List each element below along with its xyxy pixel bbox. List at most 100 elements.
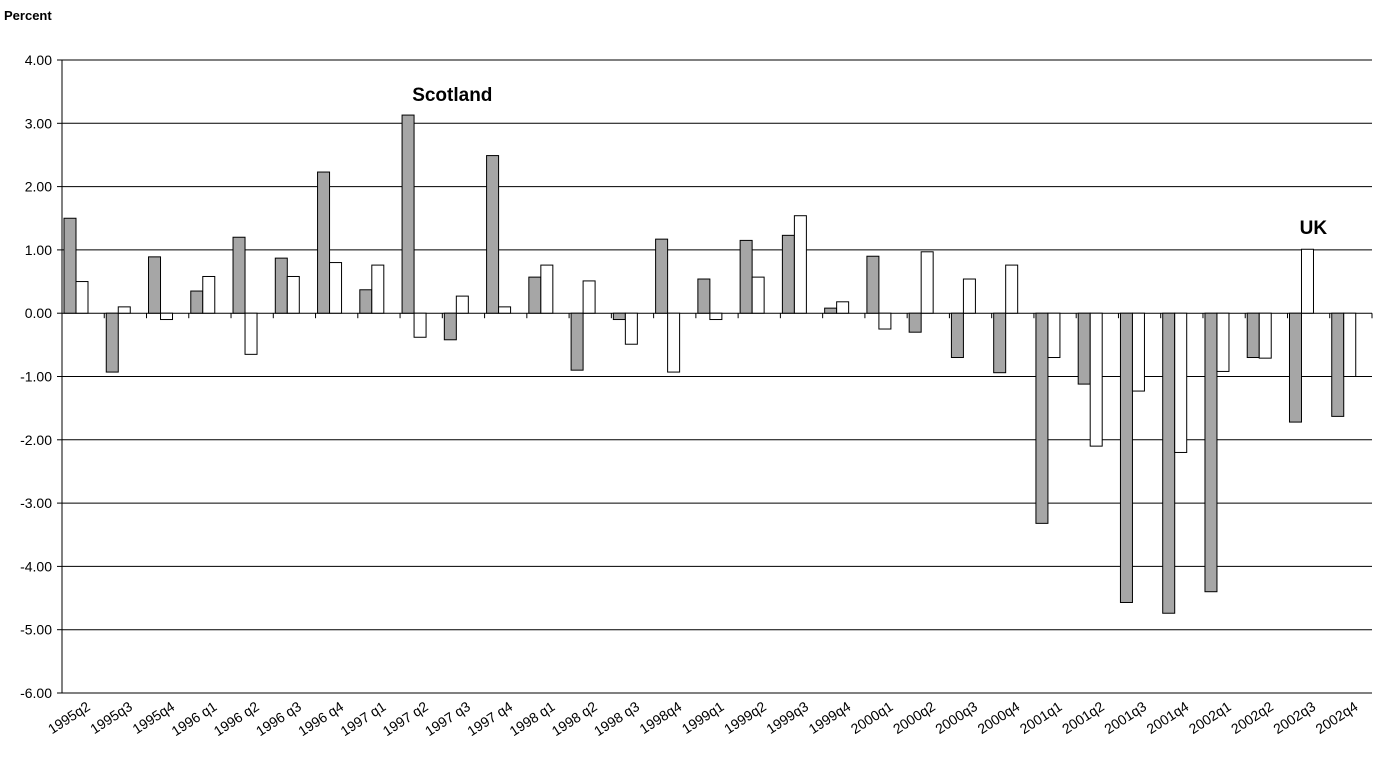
bar-scotland xyxy=(908,312,922,333)
x-tick-label: 2000q4 xyxy=(975,698,1023,737)
annotations: Scotland UK xyxy=(412,85,1327,239)
x-tick-label: 1998 q2 xyxy=(549,698,600,739)
bar-uk xyxy=(244,312,258,355)
y-tick-label: -5.00 xyxy=(20,622,52,638)
x-tick-label: 2001q1 xyxy=(1017,698,1065,737)
y-axis-ticks: -6.00 -5.00 -4.00 -3.00 -2.00 -1.00 0.00 1.00 2.… xyxy=(20,52,1373,701)
bar-uk xyxy=(582,280,596,314)
bar-uk xyxy=(160,312,174,321)
y-tick-label: -4.00 xyxy=(20,558,52,574)
y-tick-label: -1.00 xyxy=(20,369,52,385)
bar-uk xyxy=(1343,312,1357,378)
x-tick-label: 2000q3 xyxy=(932,698,980,737)
x-tick-label: 1996 q1 xyxy=(168,698,219,739)
bar-uk xyxy=(286,275,300,314)
bar-scotland xyxy=(1035,312,1049,524)
bar-uk xyxy=(1089,312,1103,447)
bar-scotland xyxy=(739,239,753,314)
bar-scotland xyxy=(1288,312,1302,423)
bar-scotland xyxy=(1204,312,1218,593)
bar-uk xyxy=(1258,312,1272,359)
bar-uk xyxy=(1216,312,1230,372)
bar-scotland xyxy=(824,307,838,314)
bar-scotland xyxy=(781,234,795,314)
x-tick-label: 1996 q3 xyxy=(253,698,304,739)
bar-uk xyxy=(202,275,216,314)
x-tick-label: 1999q1 xyxy=(679,698,727,737)
annotation-scotland: Scotland xyxy=(412,85,492,106)
bar-scotland xyxy=(612,312,626,321)
bar-uk xyxy=(540,264,554,314)
bar-uk xyxy=(455,295,469,314)
bar-uk xyxy=(371,264,385,314)
bar-scotland xyxy=(1331,312,1345,417)
y-tick-label: 0.00 xyxy=(25,305,52,321)
bar-scotland xyxy=(359,289,373,314)
bar-scotland xyxy=(1162,312,1176,614)
x-tick-label: 1999q3 xyxy=(763,698,811,737)
bar-scotland xyxy=(866,255,880,314)
x-tick-label: 1998 q1 xyxy=(506,698,557,739)
x-tick-label: 1997 q3 xyxy=(422,698,473,739)
x-tick-label: 2002q1 xyxy=(1186,698,1234,737)
bar-uk xyxy=(878,312,892,330)
y-tick-label: 1.00 xyxy=(25,242,52,258)
bar-scotland xyxy=(148,256,162,314)
bar-scotland xyxy=(697,278,711,314)
x-tick-label: 1995q2 xyxy=(45,698,93,737)
y-tick-label: 3.00 xyxy=(25,115,52,131)
x-tick-label: 1998 q3 xyxy=(591,698,642,739)
bars xyxy=(63,114,1357,614)
bar-scotland xyxy=(401,114,415,314)
bar-scotland xyxy=(528,276,542,314)
bar-uk xyxy=(413,312,427,338)
y-tick-label: 4.00 xyxy=(25,52,52,68)
x-tick-label: 2001q4 xyxy=(1144,698,1192,737)
x-tick-label: 1997 q2 xyxy=(380,698,431,739)
y-tick-label: -2.00 xyxy=(20,432,52,448)
x-tick-label: 1999q2 xyxy=(721,698,769,737)
bar-uk xyxy=(329,262,343,314)
x-tick-label: 2002q4 xyxy=(1313,698,1361,737)
bar-scotland xyxy=(443,312,457,341)
bar-scotland xyxy=(232,236,246,314)
bar-uk xyxy=(117,306,131,314)
bar-uk xyxy=(920,251,934,314)
bar-uk xyxy=(75,281,89,314)
bar-uk xyxy=(751,276,765,314)
bar-scotland xyxy=(993,312,1007,374)
bar-uk xyxy=(1174,312,1188,453)
x-tick-label: 2001q3 xyxy=(1101,698,1149,737)
bar-scotland xyxy=(105,312,119,373)
annotation-uk: UK xyxy=(1300,218,1328,239)
y-tick-label: -6.00 xyxy=(20,685,52,701)
bar-uk xyxy=(793,215,807,314)
bar-uk xyxy=(624,312,638,345)
x-tick-label: 1997 q1 xyxy=(337,698,388,739)
x-tick-label: 1995q4 xyxy=(129,698,177,737)
bar-uk xyxy=(1005,264,1019,314)
bar-scotland xyxy=(1077,312,1091,385)
bar-scotland xyxy=(190,290,204,314)
bar-uk xyxy=(1047,312,1061,359)
bar-scotland xyxy=(274,257,288,314)
bar-uk xyxy=(667,312,681,373)
x-tick-label: 2002q2 xyxy=(1228,698,1276,737)
bar-uk xyxy=(836,301,850,314)
bar-scotland xyxy=(317,171,331,314)
bar-uk xyxy=(1131,312,1145,392)
x-tick-label: 1996 q2 xyxy=(211,698,262,739)
bar-scotland xyxy=(1119,312,1133,603)
x-tick-label: 2000q2 xyxy=(890,698,938,737)
y-tick-label: -3.00 xyxy=(20,495,52,511)
bar-uk xyxy=(962,278,976,314)
x-tick-label: 2002q3 xyxy=(1270,698,1318,737)
x-tick-label: 1999q4 xyxy=(806,698,854,737)
bar-scotland xyxy=(950,312,964,359)
x-tick-label: 1995q3 xyxy=(87,698,135,737)
x-tick-label: 1998q4 xyxy=(636,698,684,737)
bar-scotland xyxy=(570,312,584,371)
x-tick-label: 2000q1 xyxy=(848,698,896,737)
